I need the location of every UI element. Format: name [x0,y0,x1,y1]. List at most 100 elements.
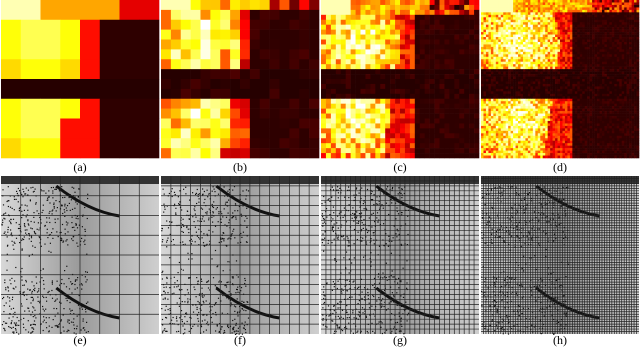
pixel [513,49,516,52]
pixel [483,5,486,8]
pixel [528,138,531,141]
pixel [375,15,380,20]
pixel [530,25,533,28]
pixel [380,40,385,45]
pixel [600,133,603,136]
pixel [459,49,464,54]
pixel [440,128,445,133]
pixel [528,104,531,107]
pixel [488,131,491,134]
pixel [516,42,519,45]
pixel [609,47,612,50]
pixel [582,123,585,126]
pixel [511,109,514,112]
pixel [501,57,504,60]
pixel [525,104,528,107]
pixel [570,57,573,60]
pixel [496,5,499,8]
pixel [543,123,546,126]
pixel [530,42,533,45]
pixel [577,30,580,33]
pixel [486,22,489,25]
pixel [341,0,346,5]
pixel [299,59,309,69]
pixel [567,25,570,28]
pixel [503,22,506,25]
pixel [481,0,484,3]
pixel [521,22,524,25]
pixel [518,131,521,134]
pixel [425,104,430,109]
pixel [459,10,464,15]
pixel [565,57,568,60]
pixel [632,116,635,119]
pixel [336,153,341,158]
pixel [326,10,331,15]
pixel [629,131,632,134]
pixel [370,128,375,133]
pixel [449,25,454,30]
pixel [390,143,395,148]
pixel [577,96,580,99]
pixel [370,5,375,10]
pixel [572,81,575,84]
pixel [619,40,622,43]
pixel [161,148,171,158]
pixel [390,94,395,99]
pixel [161,109,171,119]
pixel [560,32,563,35]
pixel [523,35,526,38]
pixel [595,57,598,60]
pixel [523,133,526,136]
pixel [567,52,570,55]
pixel [518,96,521,99]
pixel [540,79,543,82]
pixel [629,17,632,20]
pixel [501,99,504,102]
pixel [380,119,385,124]
pixel [597,94,600,97]
pixel [361,30,366,35]
pixel [612,42,615,45]
pixel [582,0,585,3]
pixel [634,44,637,47]
pixel [567,5,570,8]
pixel [365,10,370,15]
pixel [609,136,612,139]
pixel [496,94,499,97]
pixel [528,69,531,72]
pixel [454,99,459,104]
pixel [493,94,496,97]
pixel [521,104,524,107]
pixel [503,25,506,28]
pixel [488,0,491,3]
pixel [498,101,501,104]
pixel [543,15,546,18]
pixel [567,69,570,72]
pixel [513,57,516,60]
pixel [572,74,575,77]
pixel [508,2,511,5]
pixel [518,116,521,119]
pixel [513,104,516,107]
pixel [488,35,491,38]
pixel [481,72,484,75]
pixel [351,10,356,15]
pixel [624,81,627,84]
pixel [533,99,536,102]
pixel [590,27,593,30]
pixel [280,59,290,69]
pixel [511,104,514,107]
heatmap-panel [161,0,319,158]
pixel [530,101,533,104]
pixel [511,35,514,38]
pixel [250,20,260,30]
pixel [590,126,593,129]
pixel [595,52,598,55]
pixel [380,30,385,35]
pixel [553,42,556,45]
pixel [518,57,521,60]
pixel [585,20,588,23]
pixel [523,59,526,62]
pixel [523,2,526,5]
